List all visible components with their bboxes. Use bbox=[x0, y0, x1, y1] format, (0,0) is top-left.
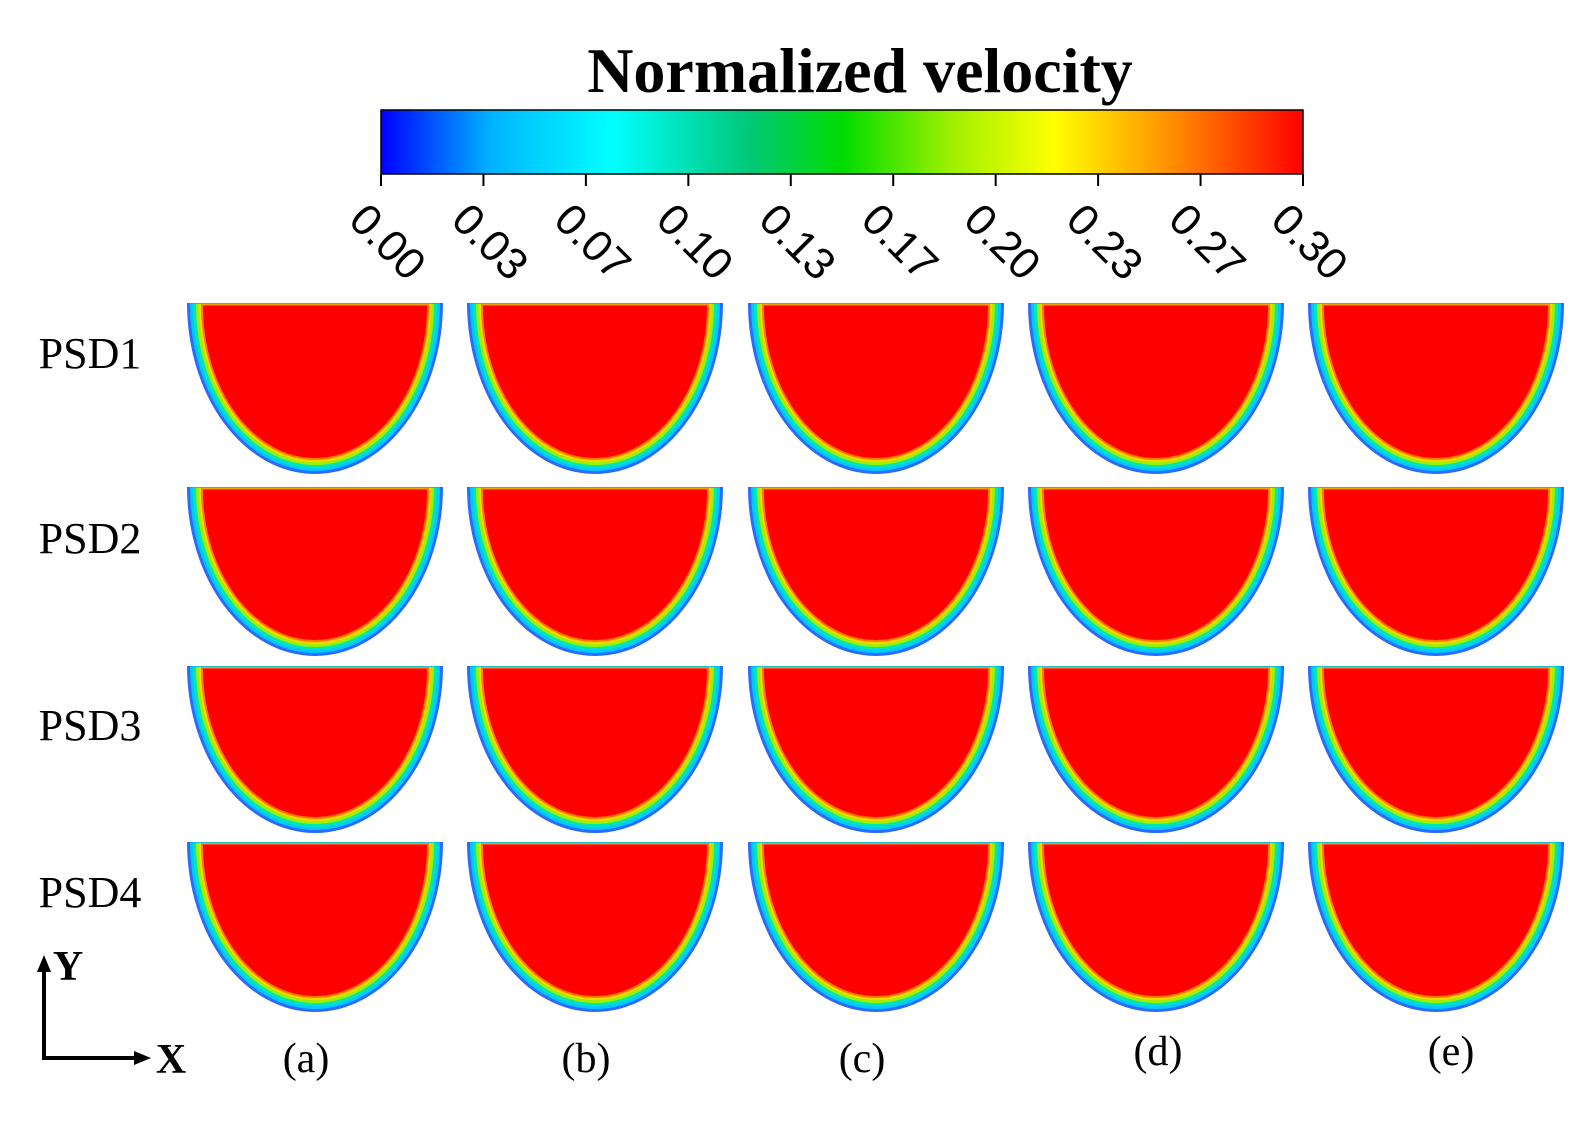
colorbar-ticks bbox=[380, 174, 1304, 186]
column-label-c: (c) bbox=[839, 1036, 886, 1082]
contour-psd3-c bbox=[748, 666, 1004, 833]
colorbar-tick-label: 0.00 bbox=[340, 194, 435, 289]
row-label-psd2: PSD2 bbox=[39, 514, 142, 563]
contour-core bbox=[483, 668, 707, 817]
colorbar-tick-labels: 0.00 0.03 0.07 0.10 0.13 0.17 0.20 0.23 0.27 0.30 bbox=[340, 194, 1357, 289]
contour-core bbox=[764, 489, 988, 640]
contour-psd1-e bbox=[1308, 303, 1564, 474]
contour-core bbox=[1324, 844, 1548, 996]
contour-psd2-b bbox=[467, 487, 723, 656]
y-axis-label: Y bbox=[53, 944, 83, 990]
axes-indicator: Y X bbox=[37, 944, 186, 1083]
colorbar-tick-label: 0.30 bbox=[1262, 194, 1357, 289]
contour-core bbox=[203, 489, 427, 640]
contour-grid bbox=[187, 303, 1564, 1012]
contour-core bbox=[203, 668, 427, 817]
contour-core bbox=[1044, 489, 1268, 640]
colorbar-tick-label: 0.10 bbox=[647, 194, 742, 289]
row-label-psd3: PSD3 bbox=[39, 701, 142, 750]
colorbar-tick-label: 0.23 bbox=[1057, 194, 1152, 289]
column-label-d: (d) bbox=[1134, 1029, 1183, 1075]
contour-psd2-c bbox=[748, 487, 1004, 656]
contour-psd4-d bbox=[1028, 842, 1284, 1012]
contour-core bbox=[203, 844, 427, 996]
column-label-e: (e) bbox=[1428, 1029, 1475, 1075]
contour-psd4-b bbox=[467, 842, 723, 1012]
contour-core bbox=[1324, 305, 1548, 458]
contour-core bbox=[1044, 668, 1268, 817]
contour-core bbox=[764, 668, 988, 817]
contour-psd1-b bbox=[467, 303, 723, 474]
contour-core bbox=[1324, 668, 1548, 817]
row-label-psd4: PSD4 bbox=[39, 868, 142, 917]
contour-psd1-c bbox=[748, 303, 1004, 474]
contour-psd1-d bbox=[1028, 303, 1284, 474]
colorbar-tick-label: 0.27 bbox=[1159, 194, 1254, 289]
contour-core bbox=[203, 305, 427, 458]
contour-psd4-c bbox=[748, 842, 1004, 1012]
colorbar-tick-label: 0.17 bbox=[852, 194, 947, 289]
contour-core bbox=[483, 305, 707, 458]
colorbar-tick-label: 0.20 bbox=[955, 194, 1050, 289]
contour-core bbox=[1324, 489, 1548, 640]
contour-psd2-a bbox=[187, 487, 443, 656]
contour-core bbox=[1044, 305, 1268, 458]
row-label-psd1: PSD1 bbox=[39, 329, 142, 378]
contour-psd2-e bbox=[1308, 487, 1564, 656]
contour-psd4-e bbox=[1308, 842, 1564, 1012]
colorbar-tick-label: 0.13 bbox=[750, 194, 845, 289]
contour-psd3-d bbox=[1028, 666, 1284, 833]
column-label-a: (a) bbox=[283, 1036, 330, 1082]
contour-psd3-e bbox=[1308, 666, 1564, 833]
x-axis-label: X bbox=[156, 1037, 186, 1083]
contour-core bbox=[764, 305, 988, 458]
y-arrowhead-icon bbox=[37, 955, 51, 972]
column-label-b: (b) bbox=[562, 1036, 611, 1082]
contour-psd4-a bbox=[187, 842, 443, 1012]
contour-core bbox=[483, 844, 707, 996]
contour-core bbox=[764, 844, 988, 996]
colorbar-tick-label: 0.07 bbox=[545, 194, 640, 289]
contour-psd2-d bbox=[1028, 487, 1284, 656]
x-arrowhead-icon bbox=[134, 1051, 151, 1065]
colorbar-tick-label: 0.03 bbox=[442, 194, 537, 289]
colorbar-title: Normalized velocity bbox=[587, 35, 1133, 106]
contour-core bbox=[483, 489, 707, 640]
contour-psd3-a bbox=[187, 666, 443, 833]
contour-core bbox=[1044, 844, 1268, 996]
contour-psd3-b bbox=[467, 666, 723, 833]
colorbar bbox=[380, 109, 1304, 175]
contour-psd1-a bbox=[187, 303, 443, 474]
